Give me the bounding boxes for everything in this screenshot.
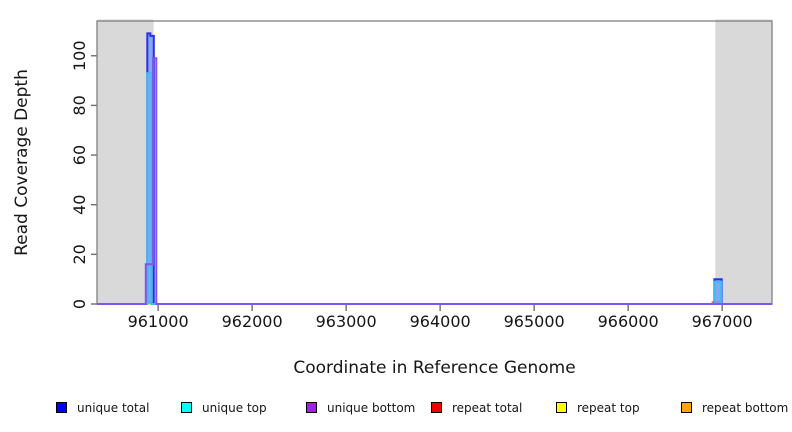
legend-label: unique total: [77, 401, 150, 415]
series-unique-top: [97, 72, 772, 305]
legend-swatch: [556, 402, 567, 413]
y-tick-label: 100: [70, 40, 89, 71]
legend-label: repeat top: [577, 401, 640, 415]
legend-label: repeat bottom: [702, 401, 789, 415]
y-tick-label: 20: [70, 244, 89, 264]
legend-item-unique-bottom: unique bottom: [306, 402, 415, 415]
legend-swatch: [306, 402, 317, 413]
y-tick-label: 80: [70, 95, 89, 115]
legend-swatch: [56, 402, 67, 413]
x-tick-label: 963000: [316, 312, 377, 331]
x-tick-label: 966000: [598, 312, 659, 331]
x-tick-label: 967000: [692, 312, 753, 331]
coverage-plot: 961000 962000 963000 964000 965000 966000 9670…: [12, 19, 773, 378]
masked-region-left: [97, 19, 154, 304]
legend-label: unique bottom: [327, 401, 416, 415]
series-unique-bottom: [97, 57, 772, 305]
masked-region-right: [715, 19, 772, 304]
legend-item-unique-total: unique total: [56, 402, 149, 415]
legend-item-repeat-bottom: repeat bottom: [681, 402, 788, 415]
legend-item-unique-top: unique top: [181, 402, 267, 415]
legend-label: unique top: [202, 401, 267, 415]
y-tick-label: 60: [70, 145, 89, 165]
x-tick-label: 961000: [128, 312, 189, 331]
legend-swatch: [181, 402, 192, 413]
y-axis-title: Read Coverage Depth: [12, 69, 32, 256]
legend-label: repeat total: [452, 401, 523, 415]
legend-item-repeat-top: repeat top: [556, 402, 640, 415]
y-tick-label: 40: [70, 195, 89, 215]
legend-swatch: [431, 402, 442, 413]
y-tick-label: 0: [70, 299, 89, 309]
legend-swatch: [681, 402, 692, 413]
plot-box: [96, 20, 773, 305]
x-axis-title: Coordinate in Reference Genome: [293, 358, 575, 378]
x-tick-label: 965000: [504, 312, 565, 331]
x-tick-label: 962000: [222, 312, 283, 331]
x-tick-label: 964000: [410, 312, 471, 331]
legend-item-repeat-total: repeat total: [431, 402, 522, 415]
series-unique-total: [97, 32, 772, 305]
